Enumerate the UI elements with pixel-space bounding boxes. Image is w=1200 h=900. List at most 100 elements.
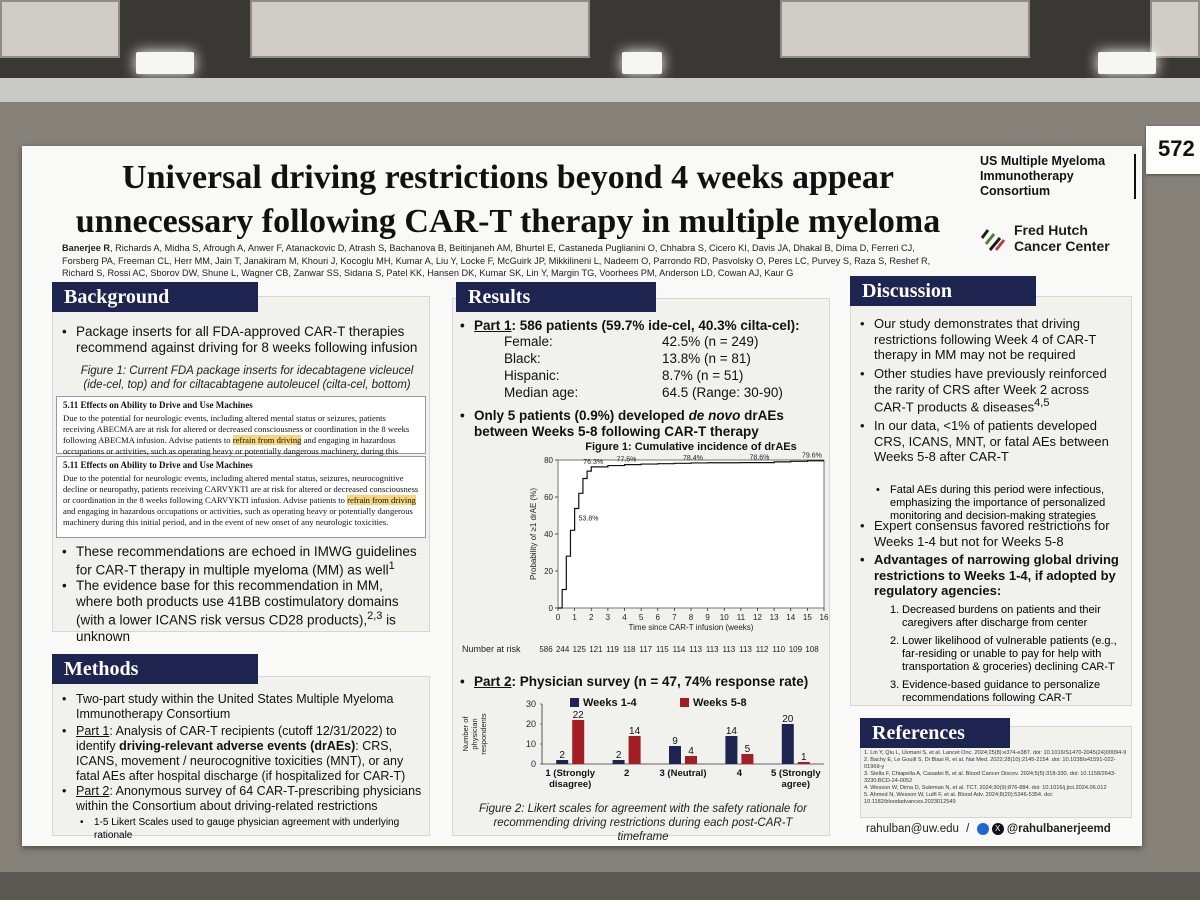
fred-hutch-text: Fred Hutch Cancer Center	[1014, 222, 1110, 254]
booth-number: 572	[1146, 126, 1200, 174]
pkg1-heading: 5.11 Effects on Ability to Drive and Use…	[63, 400, 253, 410]
category-label: 2	[624, 768, 629, 779]
bar	[669, 746, 681, 764]
results-drae: Only 5 patients (0.9%) developed de novo…	[460, 408, 814, 440]
x-tick-label: 8	[689, 613, 694, 622]
b3-end: is unknown	[76, 612, 396, 644]
x-tick-label: 13	[770, 613, 779, 622]
results-part1: Part 1: 586 patients (59.7% ide-cel, 40.…	[460, 318, 824, 334]
background-bullet: Package inserts for all FDA-approved CAR…	[62, 324, 422, 356]
b2-text: These recommendations are echoed in IMWG…	[76, 544, 417, 578]
bar-value-label: 5	[745, 744, 751, 755]
legend-label: Weeks 1-4	[583, 697, 637, 709]
x-tick-label: 3	[606, 613, 611, 622]
contact-line: rahulban@uw.edu / X @rahulbanerjeemd	[866, 823, 1136, 835]
part2-label: Part 2	[76, 784, 110, 798]
y-axis-label: Number ofphysicianrespondents	[462, 713, 488, 755]
contact-email[interactable]: rahulban@uw.edu	[866, 823, 959, 836]
bar	[685, 756, 697, 764]
pkg1-highlight: refrain from driving	[232, 435, 302, 445]
at-risk-count: 113	[689, 645, 702, 654]
list-item-text: Decreased burdens on patients and their …	[902, 604, 1101, 629]
discussion-bullet: Advantages of narrowing global driving r…	[860, 552, 1124, 599]
at-risk-count: 115	[656, 645, 669, 654]
at-risk-count: 113	[722, 645, 735, 654]
contact-handle[interactable]: @rahulbanerjeemd	[1006, 823, 1111, 836]
list-item: 1. Decreased burdens on patients and thei…	[890, 604, 1101, 629]
drae-text: drAEs between Weeks 5-8 following CAR-T …	[474, 408, 784, 439]
bar-value-label: 2	[559, 750, 565, 761]
background-bullet: These recommendations are echoed in IMWG…	[62, 544, 422, 579]
part2-label: Part 2	[474, 674, 512, 689]
bar	[741, 754, 754, 764]
background-header: Background	[52, 282, 258, 312]
first-author: Banerjee R	[62, 243, 111, 253]
bar	[781, 724, 794, 764]
at-risk-count: 110	[772, 645, 785, 654]
poster-title: Universal driving restrictions beyond 4 …	[58, 156, 958, 244]
b3-text: The evidence base for this recommendatio…	[76, 578, 399, 628]
y-axis-label-line: physician	[470, 718, 479, 749]
title-line-1: Universal driving restrictions beyond 4 …	[122, 159, 894, 196]
ceiling-light	[136, 52, 194, 74]
risk-table-label: Number at risk	[462, 644, 521, 654]
category-label: 4	[737, 768, 743, 779]
fred-hutch-mark-icon	[980, 229, 1006, 251]
drae-italic: de novo	[688, 408, 741, 423]
ceiling-tile	[0, 0, 120, 58]
part1-label: Part 1	[76, 724, 110, 738]
category-label-line: 3 (Neutral)	[660, 768, 707, 779]
list-item: 3. Evidence-based guidance to personalize…	[890, 679, 1101, 704]
x-tick-label: 15	[803, 613, 812, 622]
consortium-logo-line: Consortium	[980, 184, 1051, 198]
results-part2: Part 2: Physician survey (n = 47, 74% re…	[460, 674, 824, 690]
x-tick-label: 14	[786, 613, 795, 622]
x-axis-label: Time since CAR-T infusion (weeks)	[629, 623, 754, 632]
at-risk-count: 112	[756, 645, 769, 654]
part1-label: Part 1	[474, 318, 512, 333]
consortium-logo-line: US Multiple Myeloma	[980, 154, 1106, 168]
x-tick-label: 11	[737, 613, 746, 622]
reference-item: 2. Bachy E, Le Gouill S, Di Blasi R, et …	[864, 757, 1116, 770]
category-label-line: 2	[624, 768, 629, 779]
bar-value-label: 9	[672, 736, 678, 747]
pkg2-highlight: refrain from driving	[347, 495, 416, 505]
drae-text: Only 5 patients (0.9%) developed	[474, 408, 689, 423]
figure1-caption: Figure 1: Current FDA package inserts fo…	[80, 365, 414, 391]
y-axis-label: Probability of ≥1 drAE (%)	[529, 488, 538, 580]
coauthors: , Richards A, Midha S, Afrough A, Anwer …	[62, 243, 931, 278]
x-tick-label: 9	[705, 613, 710, 622]
ceiling-light	[622, 52, 662, 74]
bar-value-label: 22	[573, 710, 585, 721]
data-label: 78.4%	[683, 455, 703, 462]
bluesky-icon	[976, 823, 989, 835]
legend-label: Weeks 5-8	[693, 697, 747, 709]
consortium-logo: US Multiple Myeloma Immunotherapy Consor…	[980, 154, 1136, 199]
category-label-line: agree)	[782, 779, 811, 790]
bar	[725, 736, 738, 764]
data-label: 77.5%	[617, 457, 637, 464]
reference-item: 4. Wesson W, Dima D, Suleman N, et al. T…	[864, 785, 1107, 791]
category-label: 1 (Strongly disagree)	[545, 768, 595, 790]
citation: 4,5	[1034, 397, 1050, 409]
category-label-line: 1 (Strongly	[545, 768, 595, 779]
discussion-header: Discussion	[850, 276, 1036, 306]
at-risk-count: 125	[573, 645, 587, 654]
at-risk-count: 118	[623, 645, 636, 654]
stat-value: 8.7% (n = 51)	[662, 368, 744, 383]
references-list: 1. Lin Y, Qiu L, Usmani S, et al. Lancet…	[864, 750, 1130, 806]
contact-separator: /	[966, 823, 970, 836]
bar	[797, 762, 810, 764]
reference-item: 1. Lin Y, Qiu L, Usmani S, et al. Lancet…	[864, 750, 1127, 756]
discussion-numbered-list: 1. Decreased burdens on patients and thei…	[890, 604, 1126, 705]
x-tick-label: 2	[589, 613, 594, 622]
x-icon: X	[991, 823, 1004, 835]
carvykti-package-insert: 5.11 Effects on Ability to Drive and Use…	[56, 456, 426, 538]
pkg2-heading: 5.11 Effects on Ability to Drive and Use…	[63, 460, 253, 470]
fred-hutch-line: Cancer Center	[1014, 238, 1110, 254]
part2-text: : Physician survey (n = 47, 74% response…	[511, 674, 809, 689]
y-tick-label: 0	[549, 604, 554, 613]
fred-hutch-logo: Fred Hutch Cancer Center	[980, 222, 1130, 256]
at-risk-count: 117	[639, 645, 652, 654]
category-label: 5 (Strongly agree)	[771, 768, 821, 790]
